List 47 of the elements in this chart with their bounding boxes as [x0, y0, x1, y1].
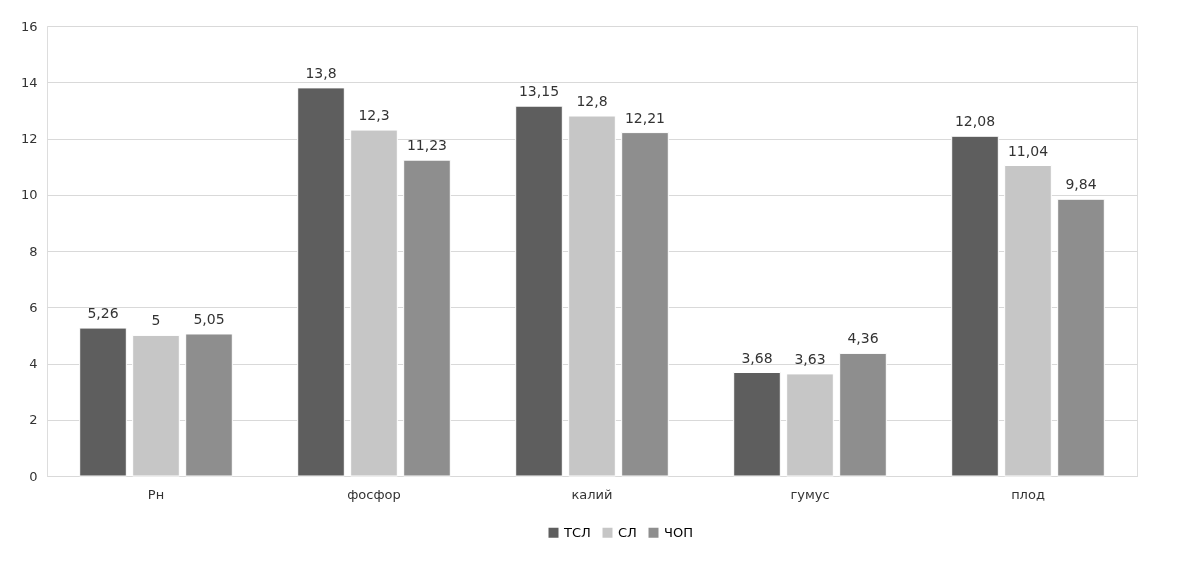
data-label: 12,21	[624, 109, 666, 126]
legend-label: СЛ	[618, 524, 637, 540]
data-label: 13,15	[518, 83, 560, 100]
y-tick-label: 4	[29, 356, 38, 371]
x-tick-label: калий	[571, 486, 613, 502]
bar	[621, 132, 669, 477]
y-tick-label: 8	[29, 243, 38, 259]
data-label: 5	[151, 312, 161, 329]
data-label: 3,63	[794, 350, 826, 367]
bar	[568, 115, 616, 477]
bar	[951, 135, 999, 477]
data-label: 5,05	[193, 310, 225, 327]
x-tick-label: гумус	[790, 486, 830, 502]
y-tick-label: 14	[20, 74, 38, 90]
data-label: 3,68	[741, 349, 773, 366]
bar	[839, 352, 887, 477]
data-label: 5,26	[87, 305, 119, 322]
bar	[132, 334, 180, 477]
bar	[79, 327, 127, 477]
x-tick-label: фосфор	[347, 486, 401, 502]
data-label: 13,8	[305, 64, 337, 81]
y-tick-label: 6	[29, 299, 38, 315]
x-tick-label: Рн	[147, 486, 165, 502]
y-tick-label: 10	[20, 187, 38, 203]
data-label: 11,04	[1007, 142, 1049, 159]
bar	[733, 372, 781, 477]
bar	[515, 105, 563, 477]
bar	[1004, 165, 1052, 477]
data-label: 9,84	[1065, 176, 1097, 193]
bar	[786, 373, 834, 477]
legend-label: ТСЛ	[563, 524, 591, 540]
legend-label: ЧОП	[664, 524, 693, 540]
data-label: 12,08	[954, 113, 996, 130]
data-label: 4,36	[847, 330, 879, 347]
y-tick-label: 2	[29, 412, 38, 428]
bar	[1057, 198, 1105, 477]
y-tick-label: 0	[29, 468, 38, 484]
data-label: 12,3	[358, 107, 390, 124]
y-tick-label: 12	[20, 131, 38, 146]
data-label: 11,23	[406, 137, 448, 154]
bar	[185, 333, 233, 477]
y-tick-label: 16	[20, 18, 38, 34]
x-tick-label: плод	[1011, 486, 1045, 502]
bar	[350, 129, 398, 477]
bar	[297, 87, 345, 477]
data-label: 12,8	[576, 93, 608, 109]
bar	[403, 159, 451, 477]
